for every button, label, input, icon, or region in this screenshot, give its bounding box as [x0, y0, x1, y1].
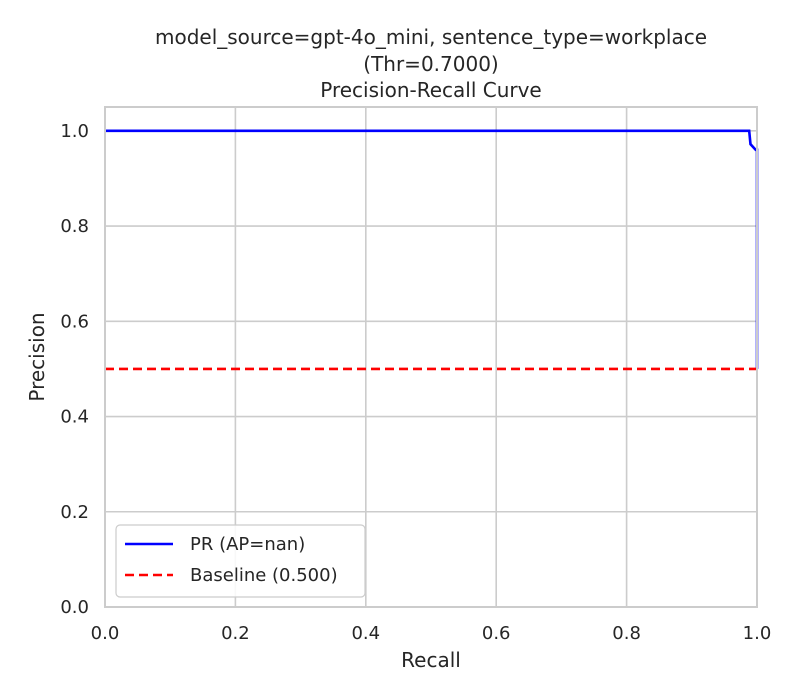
axis-ticks: 0.0 0.2 0.4 0.6 0.8 1.0 0.0 0.2 0.4 0.6 0.8 1.0 [60, 121, 771, 644]
x-tick-label: 0.2 [221, 623, 250, 644]
x-axis-label: Recall [401, 648, 461, 672]
x-tick-label: 0.6 [482, 623, 511, 644]
plot-frame [104, 106, 758, 608]
y-axis-label: Precision [25, 312, 49, 401]
y-tick-label: 1.0 [60, 121, 89, 142]
legend: PR (AP=nan) Baseline (0.500) [115, 524, 366, 598]
series-layer [105, 129, 759, 371]
y-tick-label: 0.4 [60, 407, 89, 428]
y-tick-label: 0.2 [60, 502, 89, 523]
legend-box [115, 524, 366, 598]
chart-title-line-3: Precision-Recall Curve [320, 78, 541, 102]
x-tick-label: 0.0 [91, 623, 120, 644]
chart-title-line-2: (Thr=0.7000) [363, 52, 498, 76]
x-tick-label: 1.0 [743, 623, 772, 644]
y-tick-label: 0.8 [60, 216, 89, 237]
legend-label-pr: PR (AP=nan) [190, 534, 305, 555]
legend-label-baseline: Baseline (0.500) [190, 565, 338, 586]
pr-curve-line [105, 129, 759, 369]
x-tick-label: 0.4 [351, 623, 380, 644]
y-tick-label: 0.0 [60, 597, 89, 618]
chart-title-line-1: model_source=gpt-4o_mini, sentence_type=… [155, 25, 707, 49]
y-tick-label: 0.6 [60, 311, 89, 332]
x-tick-label: 0.8 [612, 623, 641, 644]
